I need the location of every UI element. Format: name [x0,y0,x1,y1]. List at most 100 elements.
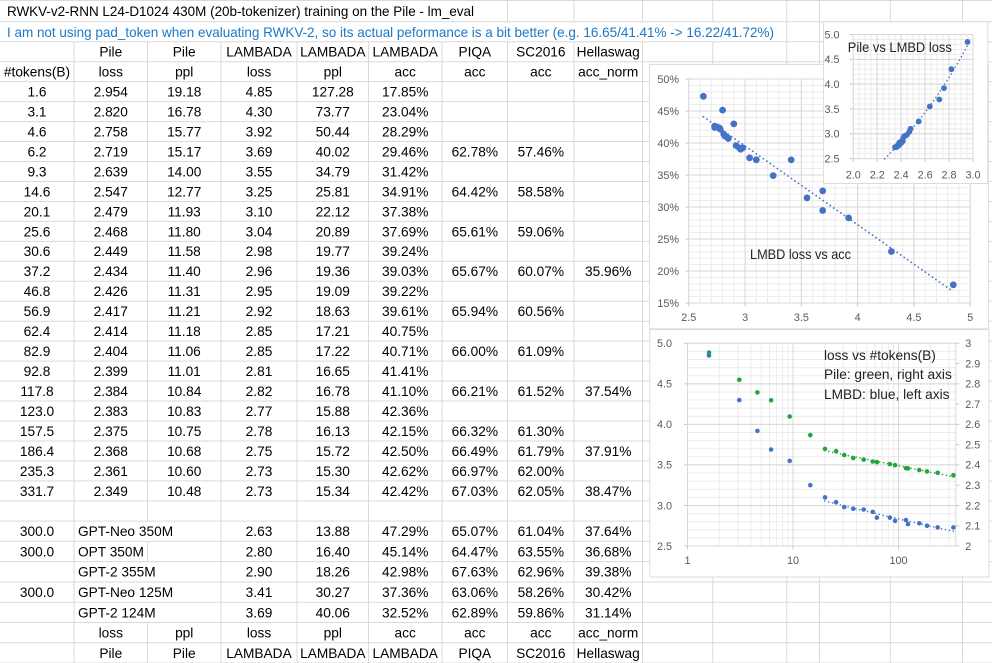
svg-text:11.80: 11.80 [168,224,202,239]
svg-text:loss: loss [99,626,123,641]
svg-text:20.89: 20.89 [316,224,350,239]
svg-text:37.38%: 37.38% [382,204,428,219]
svg-text:30.27: 30.27 [316,585,350,600]
svg-text:62.96%: 62.96% [518,565,564,580]
svg-text:37.2: 37.2 [24,264,51,279]
svg-text:2.4: 2.4 [965,460,980,472]
svg-text:19.09: 19.09 [316,284,350,299]
svg-text:3.5: 3.5 [657,460,672,472]
svg-text:1: 1 [684,555,690,567]
svg-text:2: 2 [965,541,971,553]
svg-text:2.2: 2.2 [965,500,980,512]
svg-text:5: 5 [967,312,973,324]
svg-text:37.36%: 37.36% [382,585,428,600]
svg-text:RWKV-v2-RNN L24-D1024 430M (20: RWKV-v2-RNN L24-D1024 430M (20b-tokenize… [7,4,474,19]
svg-text:LAMBADA: LAMBADA [300,45,366,60]
svg-text:16.78: 16.78 [316,384,351,399]
svg-text:2.375: 2.375 [94,424,129,439]
svg-text:loss: loss [247,65,271,80]
svg-text:2.73: 2.73 [246,484,273,499]
svg-text:35%: 35% [657,170,679,182]
svg-text:23.04%: 23.04% [382,105,428,120]
svg-text:10.75: 10.75 [167,424,202,439]
svg-text:Pile vs LMBD loss: Pile vs LMBD loss [848,40,952,55]
svg-text:127.28: 127.28 [312,85,354,100]
svg-text:Hellaswag: Hellaswag [577,646,640,661]
svg-text:2.719: 2.719 [94,144,128,159]
svg-text:3.0: 3.0 [657,500,672,512]
svg-text:3: 3 [965,338,971,350]
svg-text:Pile: Pile [99,45,122,60]
svg-text:acc: acc [464,626,485,641]
svg-text:40.06: 40.06 [316,605,351,620]
svg-text:60.07%: 60.07% [518,264,564,279]
svg-text:66.49%: 66.49% [452,444,498,459]
svg-text:65.61%: 65.61% [452,224,498,239]
svg-text:66.97%: 66.97% [452,464,498,479]
svg-text:18.63: 18.63 [316,304,351,319]
svg-text:62.00%: 62.00% [518,464,564,479]
svg-text:50%: 50% [657,74,679,86]
svg-text:2.9: 2.9 [965,358,980,370]
svg-text:2.3: 2.3 [965,480,980,492]
svg-text:LMBD loss vs acc: LMBD loss vs acc [750,247,851,262]
svg-text:11.21: 11.21 [168,304,201,319]
svg-text:10.68: 10.68 [167,444,202,459]
svg-text:300.0: 300.0 [20,544,55,559]
svg-text:20%: 20% [657,266,679,278]
svg-text:GPT-2 124M: GPT-2 124M [78,605,156,620]
svg-text:11.06: 11.06 [168,344,202,359]
svg-text:16.65: 16.65 [316,364,351,379]
svg-text:15%: 15% [657,298,679,310]
svg-text:61.09%: 61.09% [518,344,564,359]
svg-text:4.5: 4.5 [824,54,839,66]
svg-text:2.954: 2.954 [94,85,129,100]
svg-text:11.40: 11.40 [168,264,202,279]
svg-text:3: 3 [742,312,748,324]
svg-text:PIQA: PIQA [458,646,492,661]
svg-text:2.4: 2.4 [894,170,909,182]
svg-text:2.2: 2.2 [870,170,885,182]
svg-text:92.8: 92.8 [24,364,51,379]
svg-text:4.0: 4.0 [657,419,672,431]
svg-text:2.98: 2.98 [246,244,273,259]
svg-text:59.86%: 59.86% [518,605,564,620]
svg-text:SC2016: SC2016 [516,646,566,661]
svg-text:2.1: 2.1 [965,521,980,533]
svg-text:20.1: 20.1 [24,204,51,219]
svg-text:42.98%: 42.98% [382,565,428,580]
svg-text:41.41%: 41.41% [382,364,428,379]
svg-text:25.6: 25.6 [24,224,51,239]
svg-text:2.417: 2.417 [94,304,128,319]
svg-text:2.78: 2.78 [246,424,273,439]
svg-text:47.29%: 47.29% [382,524,428,539]
svg-text:LAMBADA: LAMBADA [226,45,292,60]
svg-text:62.89%: 62.89% [452,605,498,620]
svg-text:56.9: 56.9 [24,304,51,319]
svg-text:2.85: 2.85 [246,344,273,359]
svg-text:4.6: 4.6 [27,125,46,140]
svg-text:ppl: ppl [175,626,193,641]
svg-text:30%: 30% [657,202,679,214]
svg-text:2.5: 2.5 [657,541,672,553]
svg-text:19.77: 19.77 [316,244,350,259]
svg-text:10.48: 10.48 [167,484,202,499]
svg-text:46.8: 46.8 [24,284,51,299]
svg-text:9.3: 9.3 [27,164,46,179]
svg-text:37.54%: 37.54% [585,384,631,399]
svg-text:19.18: 19.18 [167,85,202,100]
svg-text:GPT-Neo 125M: GPT-Neo 125M [78,585,173,600]
svg-text:2.8: 2.8 [965,379,980,391]
svg-text:2.82: 2.82 [246,384,273,399]
svg-text:2.90: 2.90 [246,565,273,580]
svg-text:acc_norm: acc_norm [578,65,638,80]
svg-text:3.04: 3.04 [246,224,273,239]
svg-text:11.18: 11.18 [168,324,202,339]
svg-text:73.77: 73.77 [316,105,350,120]
svg-text:14.6: 14.6 [24,184,51,199]
svg-text:2.384: 2.384 [94,384,129,399]
svg-text:100: 100 [889,555,907,567]
svg-text:2.820: 2.820 [94,105,129,120]
svg-text:3.25: 3.25 [246,184,273,199]
svg-text:2.96: 2.96 [246,264,273,279]
